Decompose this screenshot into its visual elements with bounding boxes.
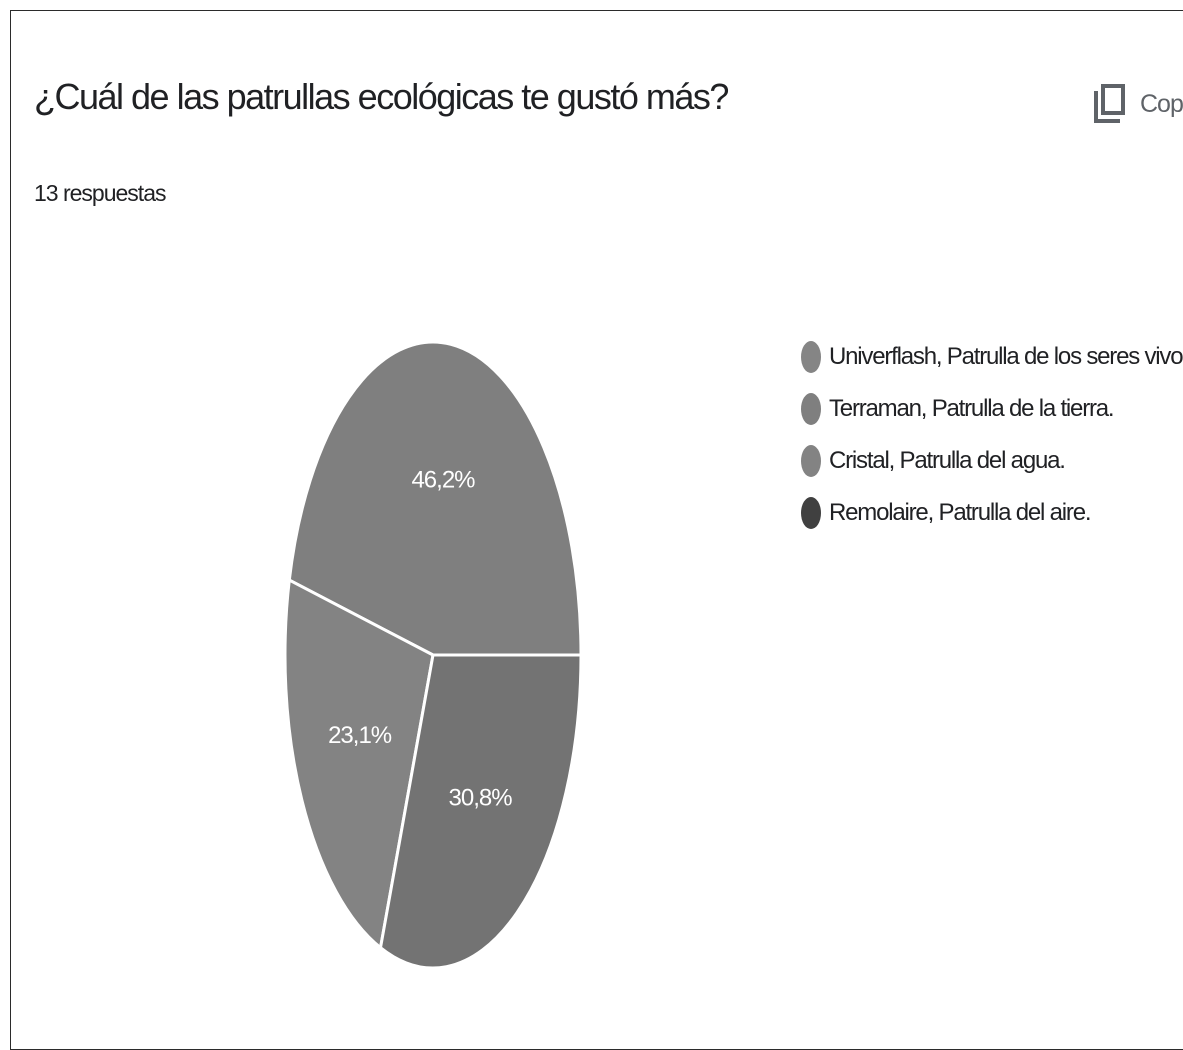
legend-item-univerflash[interactable]: Univerflash, Patrulla de los seres vivos… [801, 340, 1183, 374]
legend-label: Cristal, Patrulla del agua. [829, 447, 1066, 474]
legend-swatch [801, 497, 821, 529]
copy-label: Cop [1140, 89, 1183, 118]
response-count: 13 respuestas [34, 180, 166, 206]
copy-button[interactable]: Cop [1092, 82, 1183, 126]
pie-slice-3[interactable] [378, 653, 583, 970]
legend-item-remolaire[interactable]: Remolaire, Patrulla del aire. [801, 496, 1183, 530]
legend-swatch [801, 445, 821, 477]
legend-label: Remolaire, Patrulla del aire. [829, 499, 1092, 526]
question-card [10, 10, 1183, 1050]
legend-swatch [801, 393, 821, 425]
pie-labels: 46,2% 23,1% 30,8% [328, 466, 513, 812]
copy-icon [1092, 83, 1126, 125]
chart-legend: Univerflash, Patrulla de los seres vivos… [801, 340, 1183, 548]
pie-slice-label-3: 30,8% [449, 785, 513, 812]
pie-slice-label-1: 46,2% [411, 466, 475, 493]
pie-slice-1[interactable] [287, 340, 583, 657]
pie-slices [283, 340, 583, 970]
legend-label: Terraman, Patrulla de la tierra. [829, 395, 1115, 422]
question-title: ¿Cuál de las patrullas ecológicas te gus… [34, 76, 729, 117]
legend-label: Univerflash, Patrulla de los seres vivos… [829, 343, 1183, 370]
pie-slice-label-2: 23,1% [328, 722, 392, 749]
legend-item-cristal[interactable]: Cristal, Patrulla del agua. [801, 444, 1183, 478]
legend-item-terraman[interactable]: Terraman, Patrulla de la tierra. [801, 392, 1183, 426]
legend-swatch [801, 341, 821, 373]
